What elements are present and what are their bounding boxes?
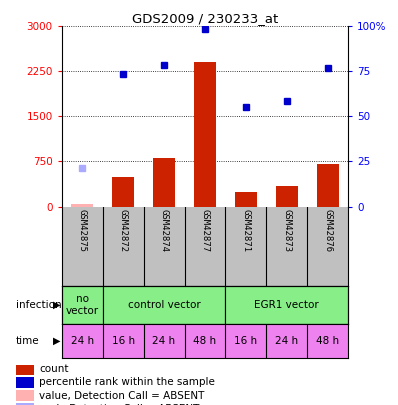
Text: GSM42872: GSM42872 — [119, 209, 128, 252]
Text: infection: infection — [16, 300, 62, 310]
Text: EGR1 vector: EGR1 vector — [254, 300, 319, 310]
Text: value, Detection Call = ABSENT: value, Detection Call = ABSENT — [39, 390, 205, 401]
Bar — [62, 286, 103, 324]
Bar — [16, 403, 33, 405]
Text: 24 h: 24 h — [152, 336, 176, 346]
Bar — [16, 363, 33, 375]
Bar — [316, 164, 339, 207]
Text: GSM42871: GSM42871 — [242, 209, 250, 252]
Text: 24 h: 24 h — [275, 336, 298, 346]
Text: GSM42875: GSM42875 — [78, 209, 87, 252]
Text: no
vector: no vector — [66, 294, 99, 315]
Text: count: count — [39, 364, 69, 374]
Text: GSM42873: GSM42873 — [282, 209, 291, 252]
Bar — [225, 286, 348, 324]
Text: 16 h: 16 h — [111, 336, 135, 346]
Text: percentile rank within the sample: percentile rank within the sample — [39, 377, 215, 388]
Text: rank, Detection Call = ABSENT: rank, Detection Call = ABSENT — [39, 404, 200, 405]
Text: 16 h: 16 h — [234, 336, 258, 346]
Bar — [235, 192, 257, 207]
Bar — [194, 62, 216, 207]
Bar — [275, 185, 298, 207]
Text: time: time — [16, 336, 39, 346]
Text: GSM42876: GSM42876 — [323, 209, 332, 252]
Bar — [71, 204, 94, 207]
Text: 24 h: 24 h — [70, 336, 94, 346]
Text: 48 h: 48 h — [193, 336, 217, 346]
Text: GSM42874: GSM42874 — [160, 209, 168, 252]
Bar — [16, 377, 33, 388]
Text: 48 h: 48 h — [316, 336, 339, 346]
Bar — [16, 390, 33, 401]
Text: GSM42877: GSM42877 — [201, 209, 209, 252]
Text: ▶: ▶ — [53, 336, 60, 346]
Text: ▶: ▶ — [53, 300, 60, 310]
Title: GDS2009 / 230233_at: GDS2009 / 230233_at — [132, 12, 278, 25]
Bar — [153, 158, 175, 207]
Bar — [112, 177, 135, 207]
Text: control vector: control vector — [128, 300, 201, 310]
Bar — [103, 286, 225, 324]
